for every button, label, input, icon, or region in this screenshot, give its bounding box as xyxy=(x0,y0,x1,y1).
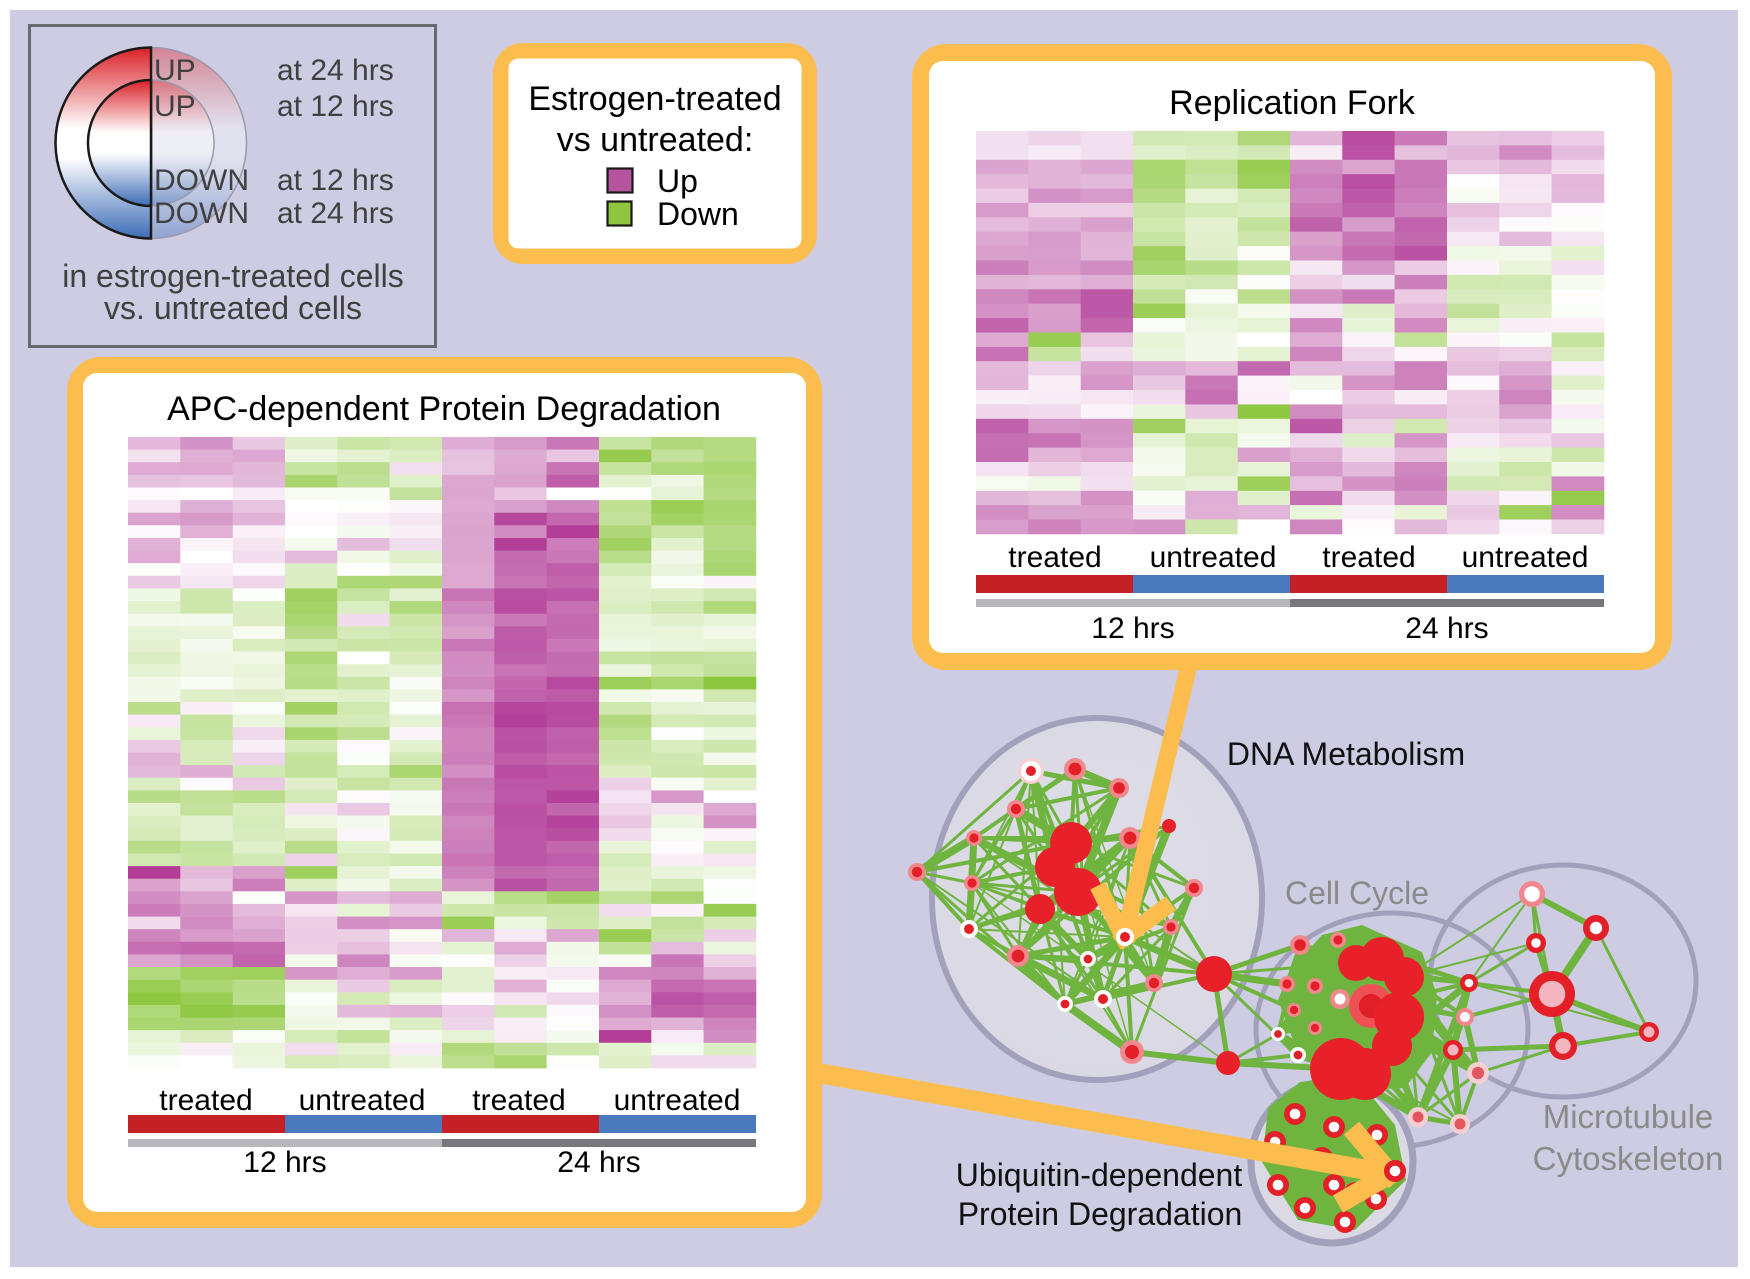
svg-text:DNA Metabolism: DNA Metabolism xyxy=(1227,736,1465,772)
svg-text:DOWN: DOWN xyxy=(154,164,249,197)
svg-text:at 12 hrs: at 12 hrs xyxy=(277,164,394,197)
svg-text:treated: treated xyxy=(1322,541,1415,574)
svg-text:12 hrs: 12 hrs xyxy=(243,1146,326,1179)
svg-text:vs. untreated cells: vs. untreated cells xyxy=(104,290,362,326)
svg-text:treated: treated xyxy=(159,1084,252,1117)
svg-text:Cell Cycle: Cell Cycle xyxy=(1285,875,1429,911)
svg-text:untreated: untreated xyxy=(1150,541,1277,574)
svg-text:12 hrs: 12 hrs xyxy=(1091,612,1174,645)
svg-text:Microtubule: Microtubule xyxy=(1543,1098,1714,1135)
svg-text:untreated: untreated xyxy=(614,1084,741,1117)
svg-text:Ubiquitin-dependent: Ubiquitin-dependent xyxy=(956,1157,1243,1193)
svg-text:Replication Fork: Replication Fork xyxy=(1169,84,1416,122)
svg-text:UP: UP xyxy=(154,54,196,87)
svg-text:at 24 hrs: at 24 hrs xyxy=(277,197,394,230)
svg-text:treated: treated xyxy=(1008,541,1101,574)
svg-text:Estrogen-treated: Estrogen-treated xyxy=(528,80,781,118)
svg-text:Protein Degradation: Protein Degradation xyxy=(958,1196,1243,1232)
svg-text:vs untreated:: vs untreated: xyxy=(557,121,754,159)
svg-text:UP: UP xyxy=(154,90,196,123)
svg-text:treated: treated xyxy=(472,1084,565,1117)
svg-text:Up: Up xyxy=(657,163,698,199)
svg-text:untreated: untreated xyxy=(299,1084,426,1117)
svg-text:Down: Down xyxy=(657,196,739,232)
svg-text:Cytoskeleton: Cytoskeleton xyxy=(1533,1140,1724,1177)
svg-text:in estrogen-treated cells: in estrogen-treated cells xyxy=(62,258,404,294)
svg-text:APC-dependent Protein Degradat: APC-dependent Protein Degradation xyxy=(167,390,721,428)
svg-text:24 hrs: 24 hrs xyxy=(557,1146,640,1179)
svg-text:at 24 hrs: at 24 hrs xyxy=(277,54,394,87)
svg-text:DOWN: DOWN xyxy=(154,197,249,230)
svg-text:at 12 hrs: at 12 hrs xyxy=(277,90,394,123)
svg-text:untreated: untreated xyxy=(1462,541,1589,574)
svg-text:24 hrs: 24 hrs xyxy=(1405,612,1488,645)
